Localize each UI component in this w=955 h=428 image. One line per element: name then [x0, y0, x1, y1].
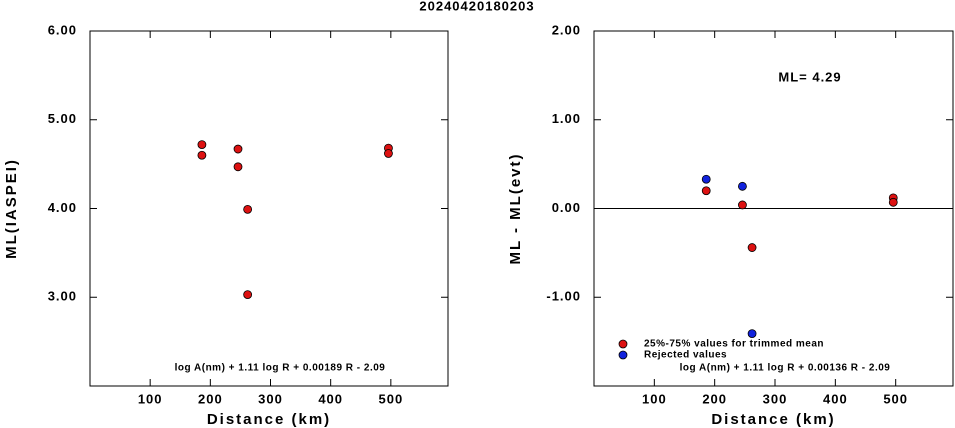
annotation: log A(nm) + 1.11 log R + 0.00136 R - 2.0… — [680, 363, 891, 374]
y-tick-label: -1.00 — [546, 289, 581, 304]
point — [243, 204, 253, 214]
legend-label: 25%-75% values for trimmed mean — [644, 339, 824, 350]
x-tick-label: 100 — [642, 391, 667, 406]
point — [197, 150, 207, 160]
page-title: 20240420180203 — [419, 0, 534, 13]
y-axis-label: ML(IASPEI) — [3, 158, 20, 259]
point — [197, 140, 207, 150]
y-tick-label: 0.00 — [552, 200, 581, 215]
x-tick-label: 200 — [702, 391, 727, 406]
legend-marker — [618, 350, 628, 360]
x-tick-label: 500 — [883, 391, 908, 406]
annotation: ML= 4.29 — [778, 69, 841, 84]
x-axis-label: Distance (km) — [207, 411, 331, 428]
point — [384, 149, 393, 158]
y-tick-label: 6.00 — [48, 22, 77, 37]
point — [701, 186, 711, 196]
y-tick-label: 2.00 — [552, 22, 581, 37]
point — [747, 329, 757, 339]
x-tick-label: 300 — [763, 391, 788, 406]
x-tick-label: 300 — [258, 391, 283, 406]
point — [243, 290, 253, 299]
y-tick-label: 3.00 — [48, 289, 77, 304]
legend-marker — [618, 339, 628, 349]
point — [738, 200, 747, 210]
x-tick-label: 400 — [823, 391, 848, 406]
y-axis-label: ML - ML(evt) — [507, 152, 524, 264]
point — [233, 162, 243, 172]
y-tick-label: 1.00 — [552, 111, 581, 126]
y-tick-label: 4.00 — [48, 200, 77, 215]
plot-frame — [89, 30, 449, 387]
point — [747, 243, 757, 252]
point — [738, 181, 747, 191]
x-tick-label: 200 — [198, 391, 223, 406]
point — [701, 174, 711, 184]
point — [888, 197, 898, 207]
x-tick-label: 500 — [378, 391, 403, 406]
annotation: log A(nm) + 1.11 log R + 0.00189 R - 2.0… — [175, 363, 386, 374]
x-tick-label: 400 — [318, 391, 343, 406]
x-axis-label: Distance (km) — [711, 411, 835, 428]
point — [233, 144, 243, 154]
x-tick-label: 100 — [138, 391, 163, 406]
y-tick-label: 5.00 — [48, 111, 77, 126]
legend-label: Rejected values — [644, 350, 727, 361]
